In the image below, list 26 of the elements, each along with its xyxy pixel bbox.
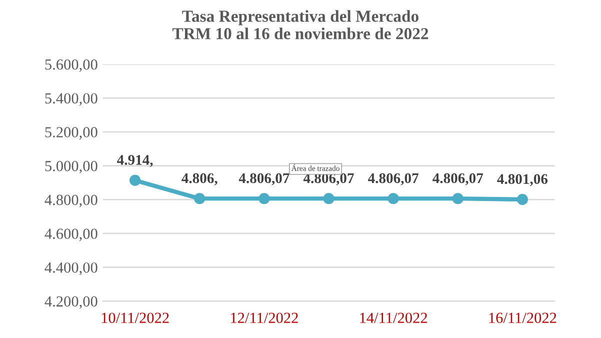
y-tick-label: 5.400,00 xyxy=(45,93,98,106)
chart-title: Tasa Representativa del Mercado TRM 10 al 16 de noviembre de 2022 xyxy=(172,10,428,40)
data-label: 4.914, xyxy=(117,155,153,167)
y-tick-label: 5.000,00 xyxy=(45,160,98,174)
data-label: 4.806, xyxy=(182,173,218,186)
point xyxy=(516,194,528,205)
point xyxy=(194,193,206,204)
point xyxy=(130,174,141,186)
x-tick-label: 12/11/2022 xyxy=(231,312,298,324)
point xyxy=(388,193,399,204)
y-tick-label: 4.800,00 xyxy=(44,194,98,208)
y-tick-label: 5.200,00 xyxy=(45,127,98,140)
point xyxy=(323,193,334,204)
y-tick-label: 4.200,00 xyxy=(44,296,98,309)
x-tick-label: 10/11/2022 xyxy=(102,312,169,324)
x-tick-label: 14/11/2022 xyxy=(360,312,427,324)
data-label: 4.806,07 xyxy=(368,173,418,186)
y-tick-label: 5.600,00 xyxy=(45,59,98,72)
y-tick-label: 4.600,00 xyxy=(44,228,98,242)
data-label: 4.801,06 xyxy=(497,174,548,186)
point xyxy=(452,193,464,204)
data-label: 4.806,07 xyxy=(238,173,290,186)
x-tick-label: 16/11/2022 xyxy=(489,312,556,324)
point xyxy=(258,193,270,204)
data-label: 4.806,07 xyxy=(432,173,484,186)
y-tick-label: 4.400,00 xyxy=(44,262,98,275)
